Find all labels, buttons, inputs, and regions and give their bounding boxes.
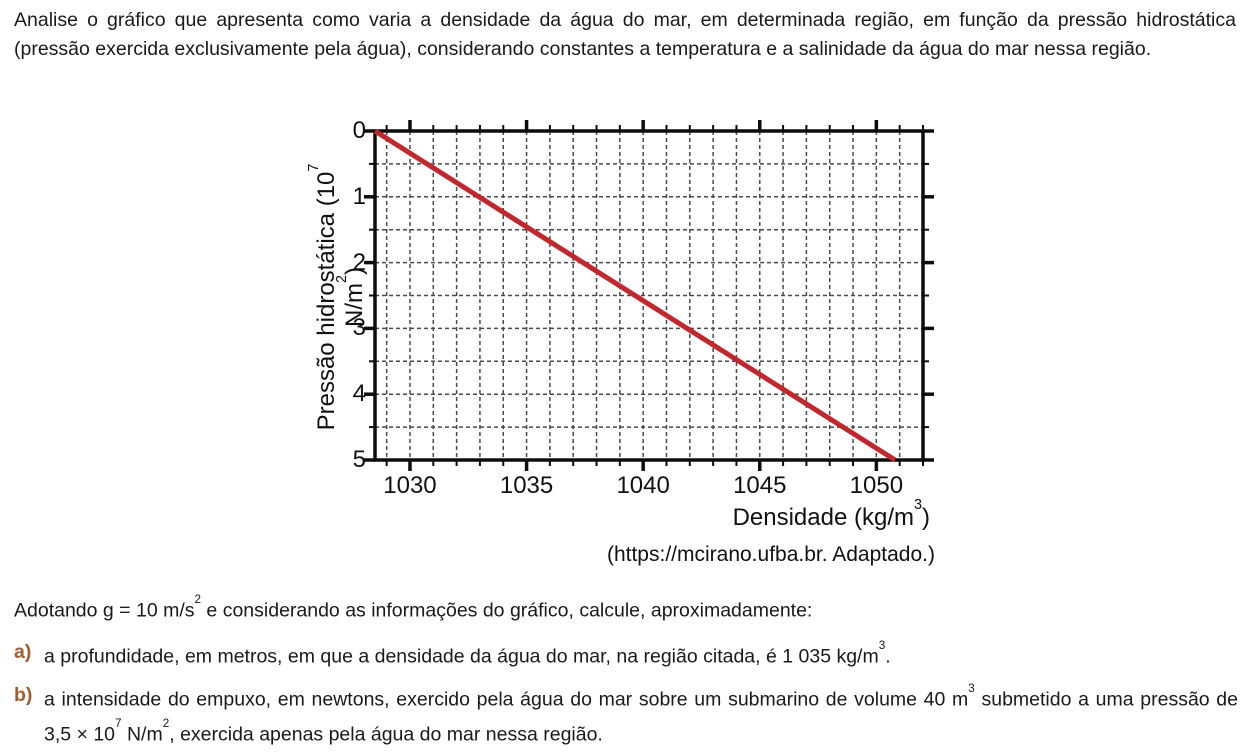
x-tick-label: 1050 [849, 472, 904, 499]
x-tick-label: 1030 [383, 472, 437, 499]
question-stem: Adotando g = 10 m/s2 e considerando as i… [14, 593, 813, 622]
y-tick-label: 4 [352, 380, 366, 408]
y-tick-label: 3 [352, 314, 366, 342]
item-b-marker: b) [14, 684, 33, 706]
pressure-density-chart: Pressão hidrostática (107 N/m2) Densidad… [288, 106, 998, 576]
intro-paragraph: Analise o gráfico que apresenta como var… [14, 9, 1236, 60]
question-item-a: a) a profundidade, em metros, em que a d… [14, 637, 1238, 672]
x-axis-title: Densidade (kg/m3) [732, 496, 930, 531]
x-tick-label: 1035 [499, 472, 554, 499]
y-tick-label: 0 [352, 117, 366, 144]
y-tick-label: 1 [352, 182, 366, 210]
chart-source-citation: (https://mcirano.ufba.br. Adaptado.) [606, 543, 935, 566]
item-a-marker: a) [14, 641, 32, 663]
y-axis-title: Pressão hidrostática (107 N/m2) [305, 163, 368, 431]
y-tick-label: 5 [352, 446, 366, 473]
y-tick-label: 2 [352, 248, 366, 276]
item-a-text: a profundidade, em metros, em que a dens… [44, 639, 891, 668]
item-b-text: a intensidade do empuxo, em newtons, exe… [44, 682, 1238, 745]
x-tick-label: 1045 [733, 472, 787, 499]
x-tick-label: 1040 [616, 472, 670, 499]
question-item-b: b) a intensidade do empuxo, em newtons, … [14, 680, 1238, 749]
chart-plot [364, 120, 934, 471]
